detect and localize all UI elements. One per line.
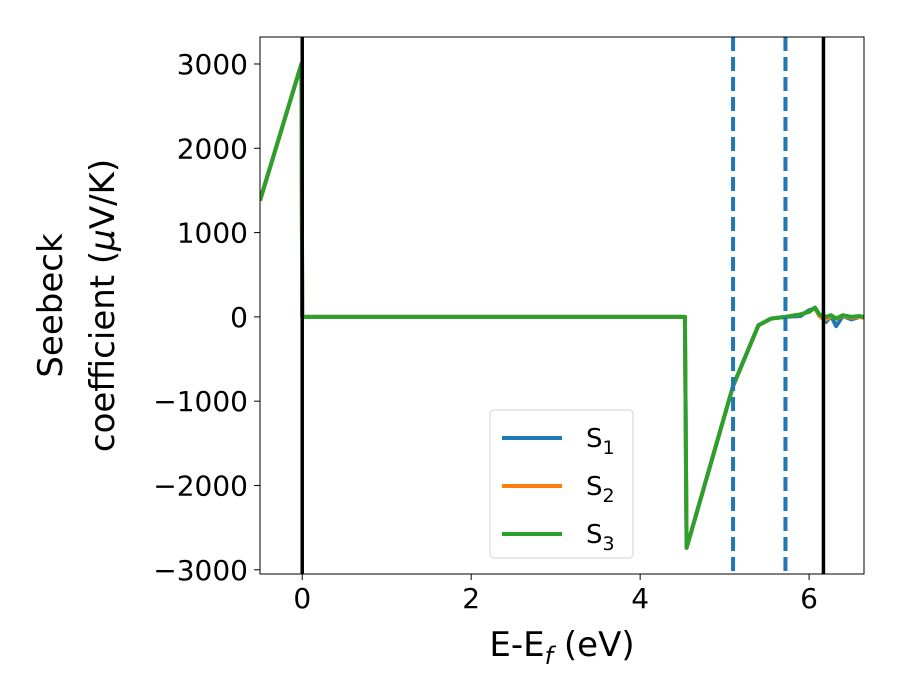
y-axis-title-line2: coefficient (μV/K) — [83, 159, 123, 452]
y-tick-label: 1000 — [177, 217, 248, 250]
x-tick-label: 2 — [462, 582, 480, 615]
legend-label-3: S3 — [586, 520, 615, 555]
legend: S1 S2 S3 — [489, 409, 634, 559]
legend-label-2: S2 — [586, 472, 615, 507]
ticks-layer: 0 2 4 6 −3000 −2000 −1000 0 1000 2000 3000 — [153, 48, 818, 615]
y-axis-title: Seebeck coefficient (μV/K) — [31, 159, 123, 452]
y-tick-label: 3000 — [177, 48, 248, 81]
legend-label-1: S1 — [586, 424, 615, 459]
plot-area — [260, 37, 864, 574]
y-tick-label: −1000 — [153, 385, 248, 418]
y-axis-title-line1: Seebeck — [31, 233, 71, 378]
y-tick-label: 2000 — [177, 132, 248, 165]
y-tick-label: −3000 — [153, 554, 248, 587]
y-tick-label: 0 — [230, 301, 248, 334]
axes-frame — [259, 36, 865, 575]
x-tick-label: 6 — [800, 582, 818, 615]
series-line-3 — [260, 61, 864, 550]
y-tick-label: −2000 — [153, 469, 248, 502]
x-tick-label: 0 — [293, 582, 311, 615]
x-tick-label: 4 — [631, 582, 649, 615]
x-axis-title: E-Ef (eV) — [489, 625, 634, 670]
